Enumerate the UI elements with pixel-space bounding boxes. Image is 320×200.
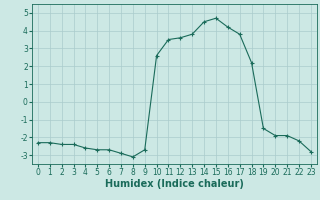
X-axis label: Humidex (Indice chaleur): Humidex (Indice chaleur) [105,179,244,189]
